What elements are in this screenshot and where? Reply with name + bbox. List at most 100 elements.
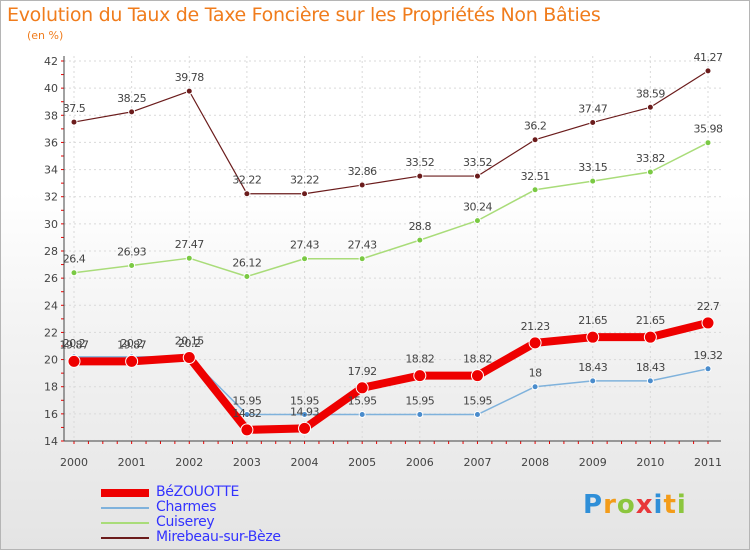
logo-letter: i [653, 490, 664, 520]
data-label: 32.86 [348, 165, 377, 178]
data-label: 14.82 [232, 407, 261, 420]
y-tick-label: 28 [44, 245, 58, 258]
x-tick-label: 2011 [694, 456, 722, 469]
data-label: 21.65 [578, 314, 607, 327]
logo-letter: P [583, 490, 604, 520]
data-label: 20.2 [178, 337, 201, 350]
data-label: 33.52 [463, 156, 492, 169]
data-label: 20.2 [120, 337, 143, 350]
series-lines [67, 67, 715, 437]
data-label: 18.43 [578, 361, 607, 374]
x-tick-label: 2002 [175, 456, 203, 469]
data-point [704, 67, 712, 75]
x-tick-label: 2010 [636, 456, 664, 469]
y-tick-label: 36 [44, 136, 58, 149]
data-point [358, 255, 366, 263]
legend-swatch [101, 489, 149, 497]
data-point [243, 273, 251, 281]
series-line [73, 142, 709, 278]
x-tick-label: 2004 [291, 456, 319, 469]
data-label: 36.2 [524, 120, 547, 133]
series-line [73, 70, 709, 195]
x-tick-label: 2000 [60, 456, 88, 469]
y-tick-label: 18 [44, 381, 58, 394]
data-label: 35.98 [694, 123, 723, 136]
data-point [298, 421, 312, 435]
data-label: 26.4 [63, 253, 86, 266]
data-label: 15.95 [348, 395, 377, 408]
data-label: 21.23 [521, 320, 550, 333]
data-label: 27.43 [290, 239, 319, 252]
data-point [701, 316, 715, 330]
data-point [70, 118, 78, 126]
data-point [473, 411, 481, 419]
data-label: 32.22 [290, 174, 319, 187]
x-tick-label: 2005 [348, 456, 376, 469]
data-point [589, 118, 597, 126]
data-label: 18.82 [405, 353, 434, 366]
data-point [646, 377, 654, 385]
data-label: 14.93 [290, 405, 319, 418]
data-label: 37.47 [578, 102, 607, 115]
data-point [643, 330, 657, 344]
y-tick-label: 42 [44, 55, 58, 68]
data-point [473, 217, 481, 225]
data-point [416, 411, 424, 419]
data-label: 19.87 [117, 338, 146, 351]
y-tick-label: 30 [44, 218, 58, 231]
y-tick-label: 14 [44, 435, 58, 448]
proxiti-logo: Proxiti [583, 490, 687, 520]
data-point [125, 354, 139, 368]
data-point [416, 172, 424, 180]
data-label: 19.32 [694, 349, 723, 362]
data-label: 15.95 [463, 395, 492, 408]
y-tick-label: 16 [44, 408, 58, 421]
data-point [240, 423, 254, 437]
data-label: 32.22 [232, 174, 261, 187]
legend-label: Charmes [156, 499, 217, 515]
data-point [185, 87, 193, 95]
data-label: 38.59 [636, 87, 665, 100]
data-label: 30.24 [463, 201, 492, 214]
data-point [646, 168, 654, 176]
data-label: 27.43 [348, 239, 377, 252]
data-label: 15.95 [405, 395, 434, 408]
series-line [74, 319, 709, 434]
data-label: 33.82 [636, 152, 665, 165]
data-label: 22.7 [697, 300, 720, 313]
x-tick-label: 2009 [579, 456, 607, 469]
data-point [128, 108, 136, 116]
data-label: 39.78 [175, 71, 204, 84]
data-label: 21.65 [636, 314, 665, 327]
data-label: 26.93 [117, 246, 146, 259]
y-tick-label: 24 [44, 299, 58, 312]
data-label: 17.92 [348, 365, 377, 378]
data-point [416, 236, 424, 244]
legend-swatch [101, 537, 149, 539]
legend-label: Mirebeau-sur-Bèze [156, 529, 281, 545]
y-tick-label: 40 [44, 82, 58, 95]
data-point [704, 139, 712, 147]
data-label: 20.15 [175, 335, 204, 348]
y-tick-label: 26 [44, 272, 58, 285]
x-tick-label: 2007 [463, 456, 491, 469]
logo-letter: x [635, 490, 654, 520]
y-tick-label: 22 [44, 326, 58, 339]
data-point [243, 190, 251, 198]
data-point [531, 383, 539, 391]
data-label: 33.15 [578, 161, 607, 174]
data-labels: 37.5 38.25 39.78 32.22 32.22 32.86 33.52 33.52 3… [60, 51, 724, 420]
legend-swatch [101, 522, 149, 524]
data-point [358, 411, 366, 419]
data-label: 28.8 [409, 220, 432, 233]
logo-letter: i [676, 490, 687, 520]
data-point [531, 186, 539, 194]
data-point [646, 103, 654, 111]
data-point [128, 262, 136, 270]
legend-label: BéZOUOTTE [156, 484, 240, 500]
data-point [589, 377, 597, 385]
y-tick-label: 38 [44, 109, 58, 122]
data-label: 15.95 [232, 395, 261, 408]
data-point [586, 330, 600, 344]
unit-label: (en %) [27, 29, 64, 42]
